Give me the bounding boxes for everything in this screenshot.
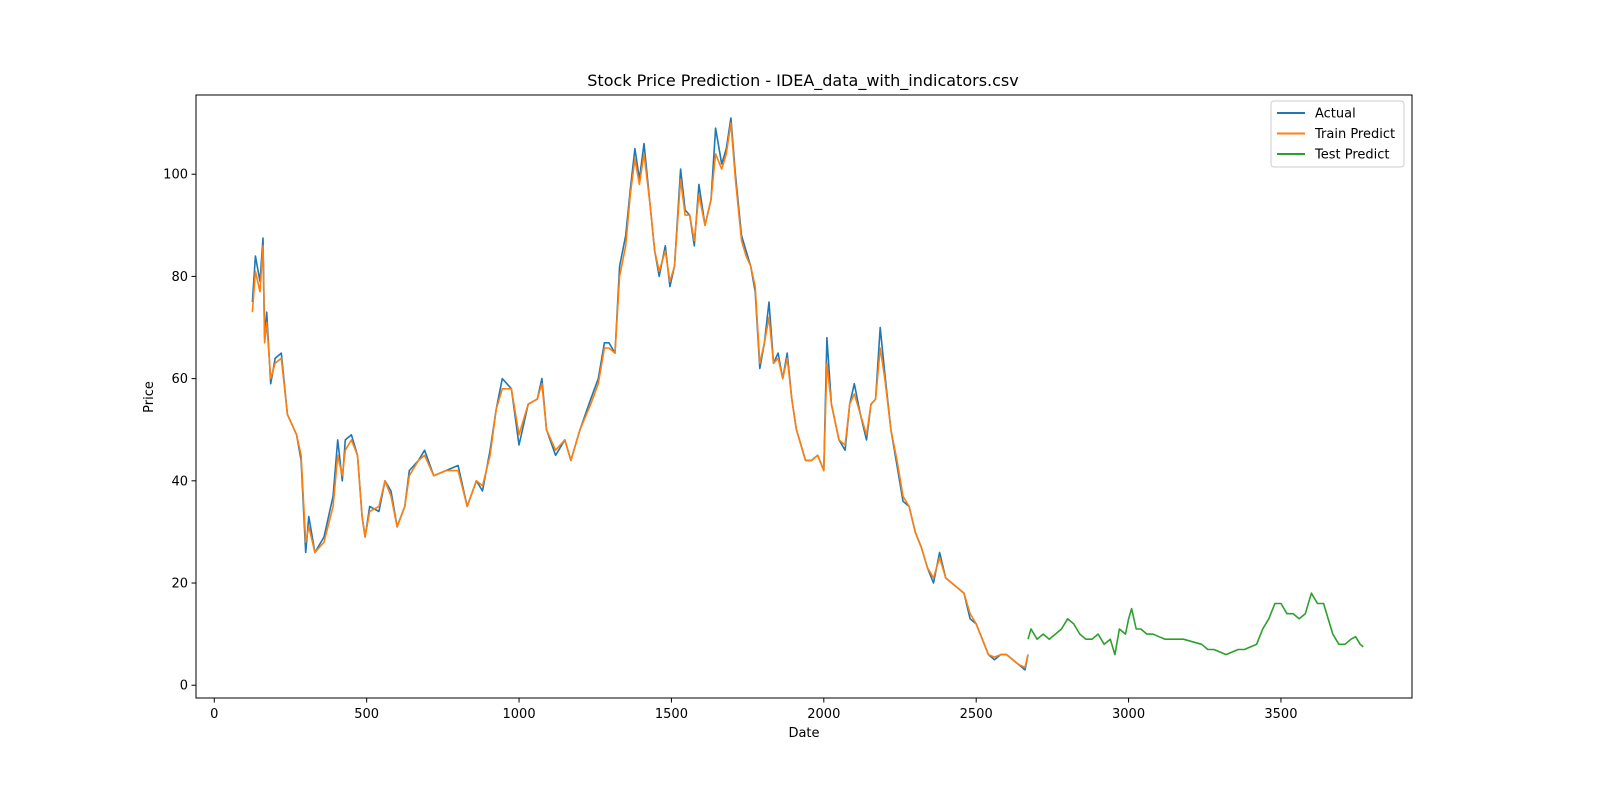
series-line-train-predict xyxy=(251,122,1029,669)
x-tick-label: 0 xyxy=(210,707,218,722)
y-axis-label: Price xyxy=(142,381,157,413)
x-tick-label: 500 xyxy=(354,707,379,722)
legend-box xyxy=(1270,100,1405,168)
x-tick-label: 2500 xyxy=(960,707,993,722)
series-line-test-predict xyxy=(1027,592,1364,656)
plot-area-frame xyxy=(195,94,1413,699)
x-tick-label: 3500 xyxy=(1264,707,1297,722)
y-tick-label: 20 xyxy=(171,577,188,592)
y-axis: 0 20 40 60 80 100 xyxy=(163,168,196,694)
y-tick-label: 40 xyxy=(171,474,188,489)
legend-label-train-predict: Train Predict xyxy=(1314,127,1395,142)
x-tick-label: 3000 xyxy=(1112,707,1145,722)
y-tick-label: 80 xyxy=(171,270,188,285)
series-layer xyxy=(251,117,1364,671)
y-tick-label: 100 xyxy=(163,168,188,183)
y-tick-label: 0 xyxy=(180,679,188,694)
legend: Actual Train Predict Test Predict xyxy=(1270,100,1405,168)
legend-label-test-predict: Test Predict xyxy=(1314,148,1390,163)
x-tick-label: 1000 xyxy=(503,707,536,722)
x-axis-label: Date xyxy=(788,726,819,741)
x-tick-label: 2000 xyxy=(807,707,840,722)
y-tick-label: 60 xyxy=(171,372,188,387)
x-axis: 0 500 1000 1500 2000 2500 3000 3500 xyxy=(210,698,1297,722)
x-tick-label: 1500 xyxy=(655,707,688,722)
legend-label-actual: Actual xyxy=(1315,107,1356,122)
chart-title: Stock Price Prediction - IDEA_data_with_… xyxy=(587,71,1018,91)
